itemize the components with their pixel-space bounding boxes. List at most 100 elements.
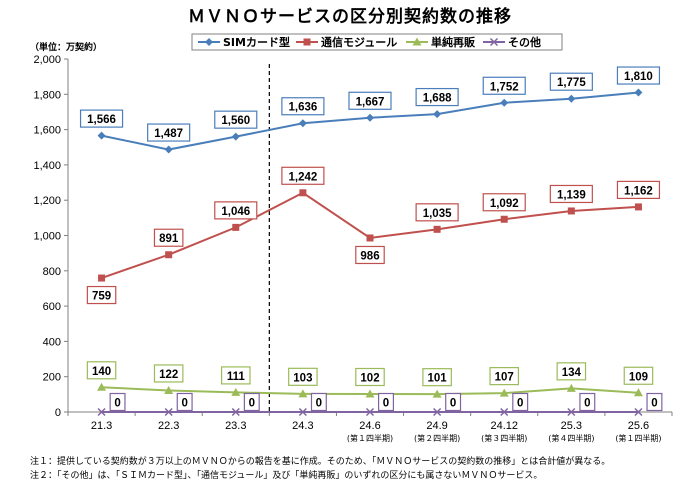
data-label: 1,775 xyxy=(557,77,586,89)
data-label-box xyxy=(355,245,385,265)
data-label: 103 xyxy=(293,372,312,384)
legend-marker xyxy=(412,37,422,46)
data-labels-1: 1,566 1,487 1,560 1,636 1,667 1,688 1,752 1,775… xyxy=(79,66,661,142)
data-point xyxy=(366,113,374,122)
data-point xyxy=(566,383,576,392)
data-label-box xyxy=(281,97,325,116)
data-label-box xyxy=(281,166,325,185)
data-label-box xyxy=(176,392,193,412)
legend-label: 単純再販 xyxy=(431,35,476,49)
data-label-box xyxy=(153,364,184,383)
data-label: 1,139 xyxy=(557,189,586,201)
data-point xyxy=(98,274,106,282)
data-label: 1,046 xyxy=(221,206,250,218)
data-point xyxy=(97,382,107,391)
data-label-box xyxy=(378,392,395,412)
x-tick-label: 24.9 xyxy=(426,420,447,432)
x-tick-sublabel: (第１四半期) xyxy=(615,433,661,443)
legend-label: 通信モジュール xyxy=(321,35,397,49)
legend-item: 単純再販 xyxy=(406,35,476,49)
data-point xyxy=(634,203,642,211)
data-label-box xyxy=(415,203,459,222)
data-point xyxy=(433,110,442,119)
series-4 xyxy=(97,407,643,417)
data-label: 0 xyxy=(651,398,657,410)
data-label: 1,810 xyxy=(624,71,653,83)
data-label: 0 xyxy=(517,398,523,410)
data-point xyxy=(634,407,643,417)
legend-marker xyxy=(205,38,213,46)
data-label: 1,688 xyxy=(423,93,452,105)
data-point xyxy=(634,88,643,97)
data-label-box xyxy=(549,184,593,204)
y-tick-label: 1,000 xyxy=(33,231,61,243)
data-point xyxy=(500,215,508,223)
data-point xyxy=(365,389,375,398)
data-point xyxy=(433,225,441,233)
data-label-box xyxy=(512,392,529,412)
unit-label: （単位：万契約） xyxy=(30,41,102,53)
data-point xyxy=(231,407,240,417)
data-label-box xyxy=(214,110,258,129)
data-label: 1,566 xyxy=(87,114,116,126)
data-label-box xyxy=(86,285,117,305)
y-tick-label: 400 xyxy=(43,336,61,348)
data-label: 0 xyxy=(316,398,322,410)
data-label: 0 xyxy=(383,398,389,410)
data-label: 1,162 xyxy=(624,185,653,197)
data-point xyxy=(231,387,241,396)
data-label: 0 xyxy=(181,398,187,410)
axes: 0 200 400 600 800 1,000 1,200 1,400 1,600 1,800 2,… xyxy=(33,54,673,443)
x-tick-label: 22.3 xyxy=(158,420,179,432)
data-point xyxy=(500,407,509,417)
x-tick-label: 25.3 xyxy=(561,420,582,432)
data-label-box xyxy=(153,228,184,247)
data-point xyxy=(433,407,442,417)
data-point xyxy=(567,207,575,215)
data-label-box xyxy=(623,366,654,385)
data-label: 1,560 xyxy=(221,115,250,127)
data-label-box xyxy=(220,366,251,385)
data-point xyxy=(499,388,509,397)
note-1: 注１：提供している契約数が３万以上のＭＶＮＯからの報告を基に作成。そのため、「Ｍ… xyxy=(30,457,611,467)
data-label-box xyxy=(579,392,596,412)
data-point xyxy=(365,407,375,417)
data-label: 0 xyxy=(584,398,590,410)
x-tick-label: 24.12 xyxy=(490,420,518,432)
data-label-box xyxy=(556,362,587,381)
data-label: 1,035 xyxy=(423,208,452,220)
data-label: 0 xyxy=(114,398,120,410)
data-point xyxy=(366,234,374,242)
plot-area: 1,566 1,487 1,560 1,636 1,667 1,688 1,752 1,775… xyxy=(79,66,663,417)
y-tick-label: 1,800 xyxy=(33,89,61,101)
data-point xyxy=(165,251,173,259)
x-tick-label: 24.6 xyxy=(359,420,380,432)
data-label: 0 xyxy=(450,398,456,410)
x-tick-sublabel: (第１四半期) xyxy=(347,433,393,443)
data-point xyxy=(164,385,174,394)
data-label-box xyxy=(482,193,526,212)
legend-marker xyxy=(303,38,311,46)
note-2: 注２：「その他」は、「ＳＩＭカード型」、「通信モジュール」及び「単純再販」のいず… xyxy=(30,471,543,481)
legend-item: 通信モジュール xyxy=(296,35,397,49)
x-tick-label: 21.3 xyxy=(91,420,112,432)
data-label-box xyxy=(422,368,452,387)
legend-label: SIMカード型 xyxy=(223,35,290,49)
chart-title: ＭＶＮＯサービスの区分別契約数の推移 xyxy=(188,6,512,27)
data-label: 109 xyxy=(629,371,648,383)
data-point xyxy=(232,223,240,231)
data-label: 1,667 xyxy=(356,96,385,108)
data-label-box xyxy=(616,66,661,85)
data-label: 1,242 xyxy=(288,171,317,183)
data-point xyxy=(164,407,173,417)
data-point xyxy=(97,407,106,417)
y-tick-label: 600 xyxy=(43,301,61,313)
data-label-box xyxy=(549,72,593,91)
data-label-box xyxy=(646,392,663,412)
data-label-box xyxy=(147,123,191,142)
data-label-box xyxy=(288,367,318,386)
series-2 xyxy=(98,189,642,282)
data-point xyxy=(298,407,307,417)
y-tick-label: 0 xyxy=(55,407,61,419)
